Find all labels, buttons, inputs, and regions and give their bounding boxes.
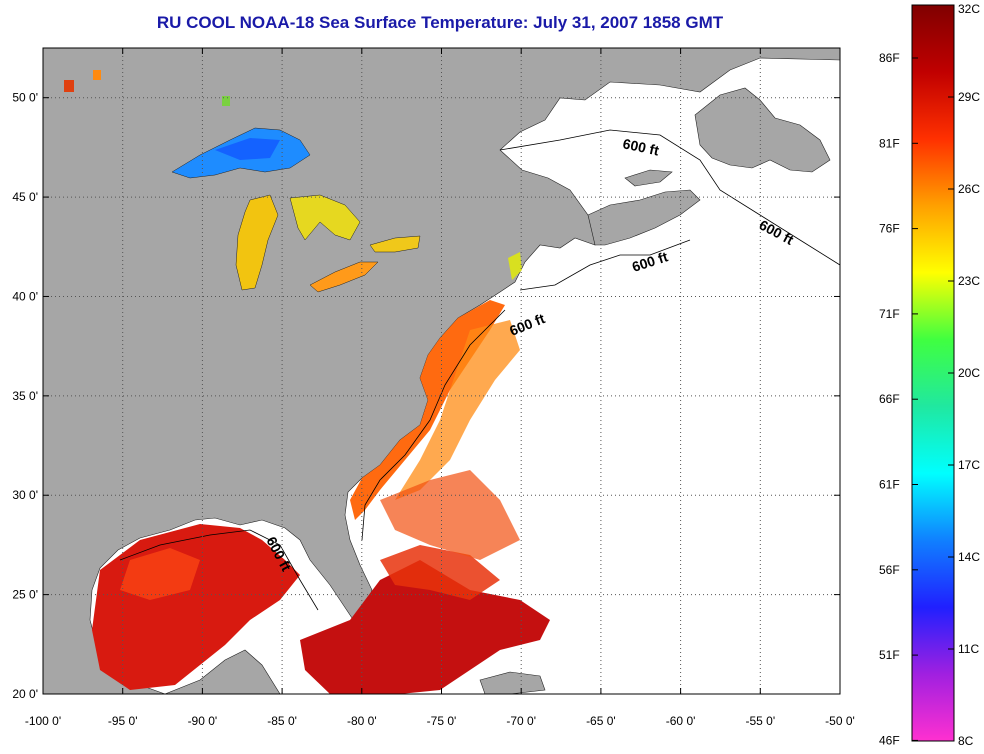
colorbar-f-label: 86F	[879, 51, 900, 65]
y-tick-label: 40 0'	[12, 289, 38, 303]
land-yucatan	[164, 649, 281, 694]
lake-small-patch	[93, 70, 101, 80]
land-anticosti	[624, 169, 673, 187]
colorbar-celsius-labels: 32C 29C 26C 23C 20C 17C 14C 11C 8C	[948, 2, 980, 748]
y-tick-label: 20 0'	[12, 687, 38, 701]
colorbar-fahrenheit-labels: 86F 81F 76F 71F 66F 61F 56F 51F 46F	[879, 51, 918, 747]
colorbar-c-label: 20C	[958, 366, 980, 380]
y-tick-label: 30 0'	[12, 488, 38, 502]
sst-gulf-patch	[120, 548, 200, 600]
colorbar-c-label: 8C	[958, 734, 974, 748]
lake-nipigon-patch	[222, 96, 230, 106]
colorbar-f-label: 61F	[879, 478, 900, 492]
land-newfoundland	[694, 87, 831, 173]
colorbar-c-label: 32C	[958, 2, 980, 16]
colorbar-c-label: 26C	[958, 182, 980, 196]
sst-gulf-stream	[380, 470, 520, 560]
y-tick-label: 45 0'	[12, 190, 38, 204]
shelf-contour-gulf	[119, 529, 319, 611]
lake-superior-cool	[215, 138, 280, 160]
x-tick-label: -90 0'	[188, 714, 218, 728]
sst-bahamas	[380, 545, 500, 600]
x-tick-label: -50 0'	[825, 714, 855, 728]
contour-label-600ft-1: 600 ft	[621, 135, 660, 158]
grid-lines	[43, 48, 840, 694]
x-axis: -100 0' -95 0' -90 0' -85 0' -80 0' -75 0' -70…	[25, 48, 855, 728]
y-tick-label: 50 0'	[12, 91, 38, 105]
shelf-contour-mid	[519, 239, 691, 291]
colorbar-c-label: 17C	[958, 458, 980, 472]
shelf-contour-north	[499, 129, 840, 266]
sst-caribbean	[300, 560, 550, 694]
colorbar-c-label: 23C	[958, 274, 980, 288]
map-title: RU COOL NOAA-18 Sea Surface Temperature:…	[157, 13, 724, 32]
x-tick-label: -60 0'	[666, 714, 696, 728]
colorbar-f-label: 51F	[879, 648, 900, 662]
lake-michigan	[235, 194, 279, 291]
colorbar-c-label: 29C	[958, 90, 980, 104]
land-hispaniola	[479, 671, 546, 694]
x-tick-label: -65 0'	[586, 714, 616, 728]
x-tick-label: -100 0'	[25, 714, 61, 728]
lake-ontario	[369, 235, 421, 253]
x-tick-label: -75 0'	[427, 714, 457, 728]
lake-huron	[289, 194, 361, 241]
lake-erie	[309, 261, 379, 293]
colorbar-f-label: 46F	[879, 733, 900, 747]
map-panel: 600 ft 600 ft 600 ft 600 ft 600 ft	[43, 48, 840, 694]
sst-gulf-of-maine	[508, 252, 522, 280]
x-tick-label: -55 0'	[745, 714, 775, 728]
y-tick-label: 25 0'	[12, 588, 38, 602]
colorbar-f-label: 81F	[879, 136, 900, 150]
x-tick-label: -70 0'	[506, 714, 536, 728]
lake-winnipeg-patch	[64, 80, 74, 92]
land-maritimes	[587, 189, 701, 246]
x-tick-label: -85 0'	[267, 714, 297, 728]
x-tick-label: -95 0'	[108, 714, 138, 728]
y-axis: 50 0' 45 0' 40 0' 35 0' 30 0' 25 0' 20 0'	[12, 91, 840, 701]
colorbar-c-label: 14C	[958, 550, 980, 564]
colorbar	[911, 4, 955, 742]
colorbar-c-label: 11C	[958, 642, 979, 656]
colorbar-f-label: 56F	[879, 563, 900, 577]
colorbar-f-label: 71F	[879, 307, 900, 321]
colorbar-f-label: 76F	[879, 222, 900, 236]
shelf-contour-atlantic	[361, 309, 506, 541]
sst-atlantic-offshore	[395, 320, 520, 500]
y-tick-label: 35 0'	[12, 389, 38, 403]
x-tick-label: -80 0'	[347, 714, 377, 728]
colorbar-f-label: 66F	[879, 392, 900, 406]
